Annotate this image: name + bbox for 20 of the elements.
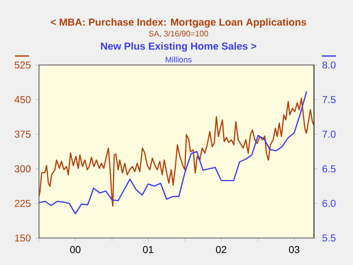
y2-tick-label: 6.0 bbox=[322, 200, 336, 207]
x-tick-label: 00 bbox=[70, 246, 80, 254]
y2-tick-label: 5.5 bbox=[322, 234, 336, 242]
x-tick-label: 03 bbox=[289, 246, 300, 254]
x-tick-label: 02 bbox=[216, 246, 226, 254]
x-tick-label: 01 bbox=[143, 246, 154, 254]
y2-axis-title: Millions bbox=[166, 56, 192, 62]
y-tick-label: 525 bbox=[14, 61, 31, 69]
y-tick-label: 300 bbox=[14, 165, 31, 172]
y2-tick-label: 8.0 bbox=[322, 61, 336, 69]
y-tick-label: 150 bbox=[15, 234, 31, 242]
y-tick-label: 375 bbox=[14, 130, 31, 138]
text: < MBA: Purchase Index: Mortgage Loan Applications bbox=[50, 18, 306, 28]
y-tick-label: 225 bbox=[14, 200, 31, 207]
y-tick-label: 450 bbox=[14, 96, 31, 104]
text: New Plus Existing Home Sales > bbox=[101, 42, 256, 52]
y2-tick-label: 6.5 bbox=[322, 165, 336, 172]
text: SA, 3/16/90=100 bbox=[148, 30, 208, 38]
y2-tick-label: 7.0 bbox=[322, 130, 336, 138]
y2-tick-label: 7.5 bbox=[322, 96, 336, 104]
